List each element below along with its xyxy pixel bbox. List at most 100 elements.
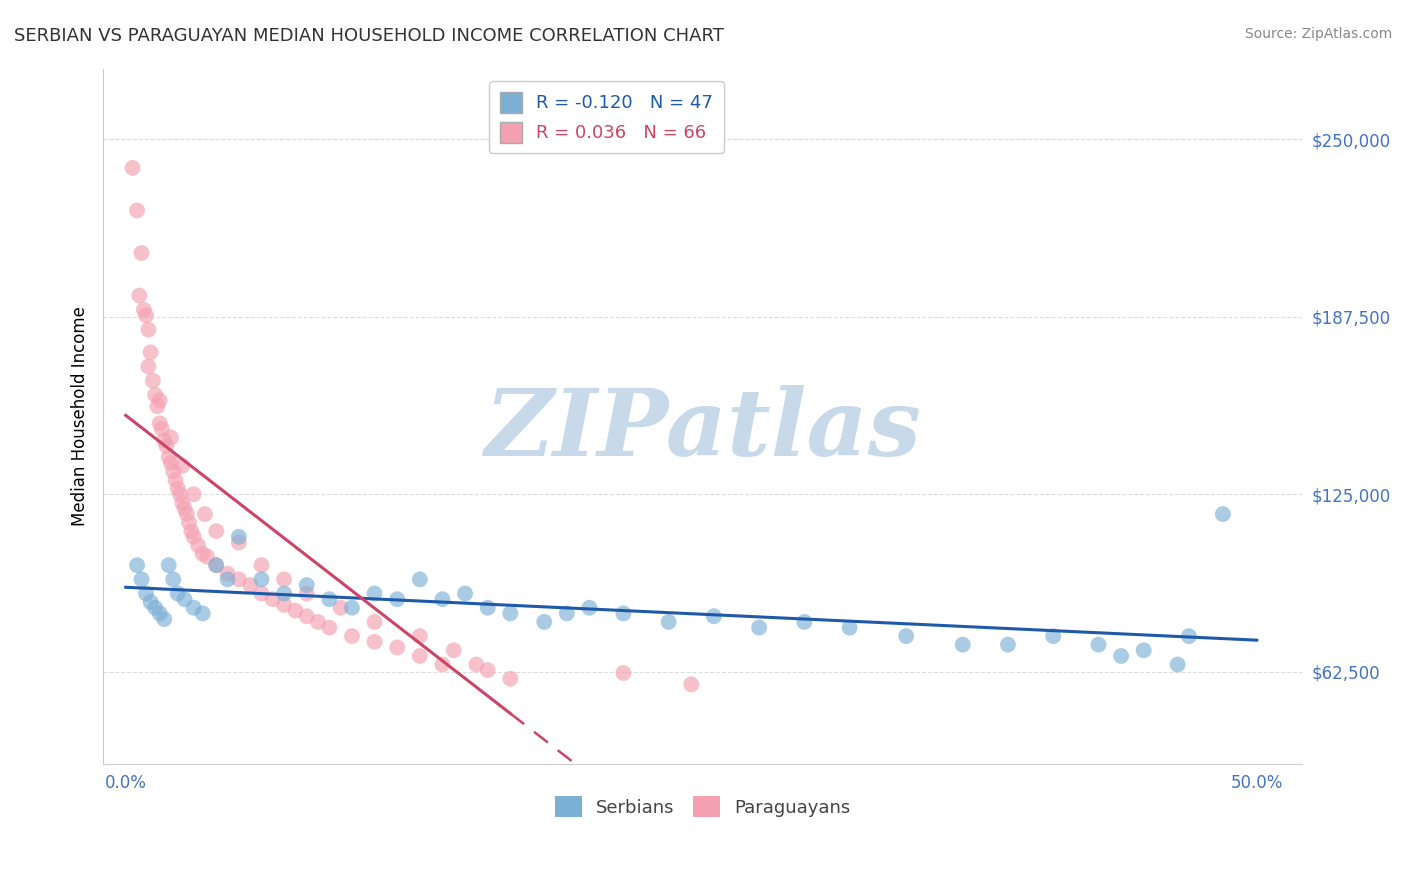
Point [443,643,465,657]
Point [681,677,703,691]
Point [477,663,499,677]
Point [409,629,432,643]
Point [135,586,157,600]
Point [499,607,522,621]
Point [173,501,195,516]
Point [454,586,477,600]
Point [239,578,262,592]
Point [139,595,162,609]
Point [340,600,363,615]
Point [195,549,218,564]
Point [194,507,217,521]
Point [1212,507,1234,521]
Point [387,640,409,655]
Text: Source: ZipAtlas.com: Source: ZipAtlas.com [1244,27,1392,41]
Point [432,657,454,672]
Point [284,603,307,617]
Point [250,573,273,587]
Point [409,648,432,663]
Point [793,615,815,629]
Point [499,672,522,686]
Point [250,586,273,600]
Point [295,578,318,592]
Point [166,482,188,496]
Point [273,598,295,612]
Point [205,558,228,573]
Point [143,388,166,402]
Point [273,573,295,587]
Point [176,507,198,521]
Point [997,638,1019,652]
Point [205,524,228,538]
Point [838,621,860,635]
Point [177,516,200,530]
Point [172,496,194,510]
Point [658,615,681,629]
Y-axis label: Median Household Income: Median Household Income [72,306,89,526]
Point [149,417,172,431]
Point [138,323,160,337]
Point [273,586,295,600]
Point [1042,629,1064,643]
Point [162,573,184,587]
Point [187,538,209,552]
Point [153,612,176,626]
Text: SERBIAN VS PARAGUAYAN MEDIAN HOUSEHOLD INCOME CORRELATION CHART: SERBIAN VS PARAGUAYAN MEDIAN HOUSEHOLD I… [14,27,724,45]
Point [125,558,148,573]
Point [143,600,166,615]
Point [183,530,205,544]
Point [205,558,228,573]
Point [135,309,157,323]
Point [465,657,488,672]
Point [228,530,250,544]
Point [612,607,634,621]
Point [340,629,363,643]
Point [295,609,318,624]
Point [142,374,165,388]
Point [131,573,153,587]
Point [703,609,725,624]
Point [155,439,177,453]
Point [748,621,770,635]
Point [121,161,143,175]
Point [149,393,172,408]
Point [132,302,155,317]
Point [894,629,917,643]
Text: ZIPatlas: ZIPatlas [484,385,921,475]
Point [262,592,284,607]
Point [149,607,172,621]
Point [228,535,250,549]
Point [128,288,150,302]
Point [409,573,432,587]
Point [307,615,329,629]
Point [1109,648,1132,663]
Point [183,487,205,501]
Point [578,600,600,615]
Point [165,473,187,487]
Point [363,634,385,648]
Point [138,359,160,374]
Point [387,592,409,607]
Point [432,592,454,607]
Point [180,524,202,538]
Point [1087,638,1109,652]
Point [191,607,214,621]
Point [217,566,239,581]
Point [162,465,184,479]
Point [250,558,273,573]
Point [191,547,214,561]
Point [166,586,188,600]
Point [146,399,169,413]
Point [363,586,385,600]
Point [183,600,205,615]
Point [157,558,180,573]
Point [157,450,180,465]
Point [1178,629,1201,643]
Point [1167,657,1189,672]
Point [139,345,162,359]
Point [555,607,578,621]
Point [612,665,634,680]
Point [295,586,318,600]
Point [1132,643,1154,657]
Point [153,434,176,448]
